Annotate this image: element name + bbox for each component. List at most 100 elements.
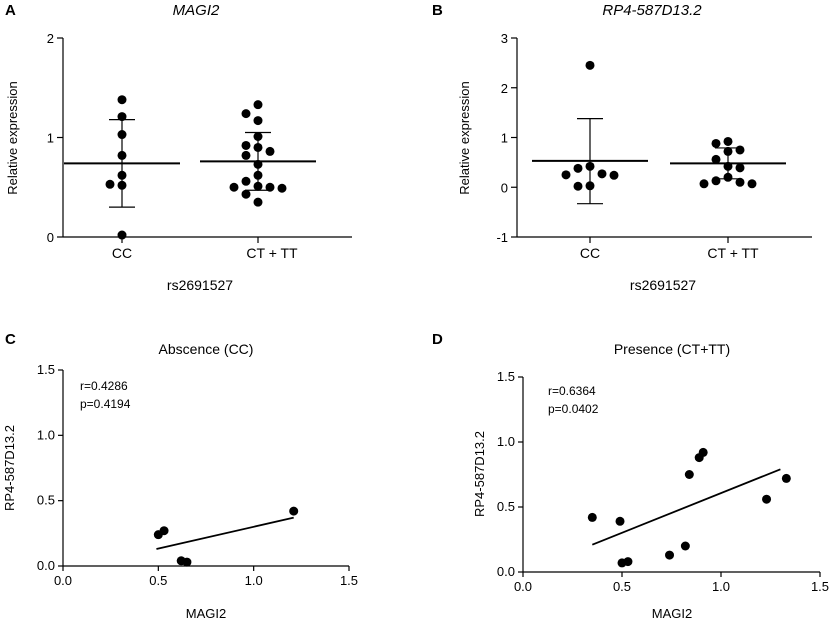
panel-d-plot: 0.0 0.5 1.0 1.5 0.0 0.5 1.0 1.5 bbox=[497, 369, 829, 594]
panel-b-plot: -1 0 1 2 3 bbox=[496, 31, 812, 245]
y-tick-label: 1.0 bbox=[37, 427, 55, 442]
data-point bbox=[241, 150, 251, 160]
data-point bbox=[253, 181, 263, 191]
x-tick-label: 0.5 bbox=[149, 573, 167, 588]
data-point bbox=[615, 516, 625, 526]
regression-line bbox=[591, 468, 781, 546]
data-point bbox=[711, 154, 721, 164]
panel-d-p-value: p=0.0402 bbox=[548, 402, 599, 416]
y-tick-label: 2 bbox=[501, 81, 508, 96]
data-point bbox=[684, 470, 694, 479]
panel-c-plot: 0.0 0.5 1.0 1.5 0.0 0.5 1.0 1.5 bbox=[37, 362, 358, 588]
panel-c-ylabel: RP4-587D13.2 bbox=[2, 425, 17, 511]
data-point bbox=[723, 146, 733, 156]
data-point bbox=[781, 473, 791, 483]
data-point bbox=[277, 183, 287, 193]
y-tick-label: 1 bbox=[501, 131, 508, 146]
data-point bbox=[241, 176, 251, 186]
panel-c-xlabel: MAGI2 bbox=[186, 606, 226, 621]
data-point bbox=[229, 182, 239, 192]
panel-d-ylabel: RP4-587D13.2 bbox=[472, 431, 487, 517]
data-point bbox=[253, 100, 263, 110]
data-point bbox=[735, 145, 745, 155]
panel-b-category-cc: CC bbox=[580, 245, 600, 261]
y-tick-label: 1.5 bbox=[497, 369, 515, 384]
y-tick-label: 3 bbox=[501, 31, 508, 46]
data-point bbox=[265, 182, 275, 192]
y-tick-label: 1.0 bbox=[497, 434, 515, 449]
y-tick-label: 0.5 bbox=[37, 493, 55, 508]
y-tick-label: 1.5 bbox=[37, 362, 55, 377]
data-point bbox=[117, 112, 127, 122]
data-point bbox=[585, 161, 595, 171]
panel-d-title: Presence (CT+TT) bbox=[614, 341, 730, 357]
data-point bbox=[253, 116, 263, 126]
data-point bbox=[665, 550, 675, 560]
data-point bbox=[253, 132, 263, 142]
panel-b-ylabel: Relative expression bbox=[457, 81, 472, 194]
y-tick-label: 0.5 bbox=[497, 499, 515, 514]
data-point bbox=[711, 176, 721, 186]
panel-d-xlabel: MAGI2 bbox=[652, 606, 692, 621]
y-tick-label: 1 bbox=[47, 131, 54, 146]
x-tick-label: 1.0 bbox=[245, 573, 263, 588]
data-point bbox=[117, 170, 127, 180]
panel-b-xlabel: rs2691527 bbox=[630, 277, 696, 293]
data-point bbox=[117, 180, 127, 190]
panel-a-category-ct-tt: CT + TT bbox=[246, 245, 298, 261]
data-point bbox=[723, 161, 733, 171]
data-point bbox=[762, 494, 772, 504]
panel-letter-b: B bbox=[432, 2, 443, 19]
panel-letter-c: C bbox=[5, 331, 16, 348]
data-point bbox=[182, 557, 192, 567]
x-tick-label: 1.5 bbox=[811, 579, 829, 594]
panel-a-category-cc: CC bbox=[112, 245, 132, 261]
panel-d-r-value: r=0.6364 bbox=[548, 384, 596, 398]
data-point bbox=[241, 140, 251, 150]
data-point bbox=[573, 163, 583, 173]
data-point bbox=[623, 557, 633, 567]
x-tick-label: 0.0 bbox=[54, 573, 72, 588]
panel-a-plot: 0 1 2 bbox=[47, 31, 352, 245]
x-tick-label: 1.0 bbox=[712, 579, 730, 594]
data-point bbox=[561, 170, 571, 180]
data-point bbox=[253, 170, 263, 180]
panel-c-r-value: r=0.4286 bbox=[80, 379, 128, 393]
y-tick-label: -1 bbox=[496, 230, 508, 245]
data-point bbox=[609, 170, 619, 180]
data-point bbox=[573, 181, 583, 191]
data-point bbox=[735, 177, 745, 187]
data-point bbox=[117, 95, 127, 105]
data-point bbox=[698, 447, 708, 457]
panel-c-p-value: p=0.4194 bbox=[80, 397, 131, 411]
data-point bbox=[105, 179, 115, 189]
data-point bbox=[159, 526, 169, 536]
data-point bbox=[735, 163, 745, 173]
data-point bbox=[289, 506, 299, 516]
data-point bbox=[723, 136, 733, 146]
data-point bbox=[585, 181, 595, 191]
data-point bbox=[241, 109, 251, 119]
panel-letter-a: A bbox=[5, 2, 16, 19]
data-point bbox=[723, 172, 733, 182]
y-tick-label: 0 bbox=[501, 180, 508, 195]
y-tick-label: 0.0 bbox=[497, 564, 515, 579]
data-point bbox=[253, 159, 263, 169]
data-point bbox=[699, 179, 709, 189]
data-point bbox=[711, 138, 721, 148]
data-point bbox=[253, 142, 263, 152]
data-point bbox=[265, 146, 275, 156]
data-point bbox=[585, 60, 595, 70]
data-point bbox=[747, 179, 757, 189]
regression-line bbox=[156, 516, 294, 550]
x-tick-label: 0.5 bbox=[613, 579, 631, 594]
y-tick-label: 2 bbox=[47, 31, 54, 46]
x-tick-label: 0.0 bbox=[514, 579, 532, 594]
panel-a-xlabel: rs2691527 bbox=[167, 277, 233, 293]
panel-a-title: MAGI2 bbox=[173, 2, 220, 19]
data-point bbox=[117, 130, 127, 140]
panel-b-title: RP4-587D13.2 bbox=[602, 2, 702, 19]
panel-c-title: Abscence (CC) bbox=[159, 341, 254, 357]
panel-letter-d: D bbox=[432, 331, 443, 348]
